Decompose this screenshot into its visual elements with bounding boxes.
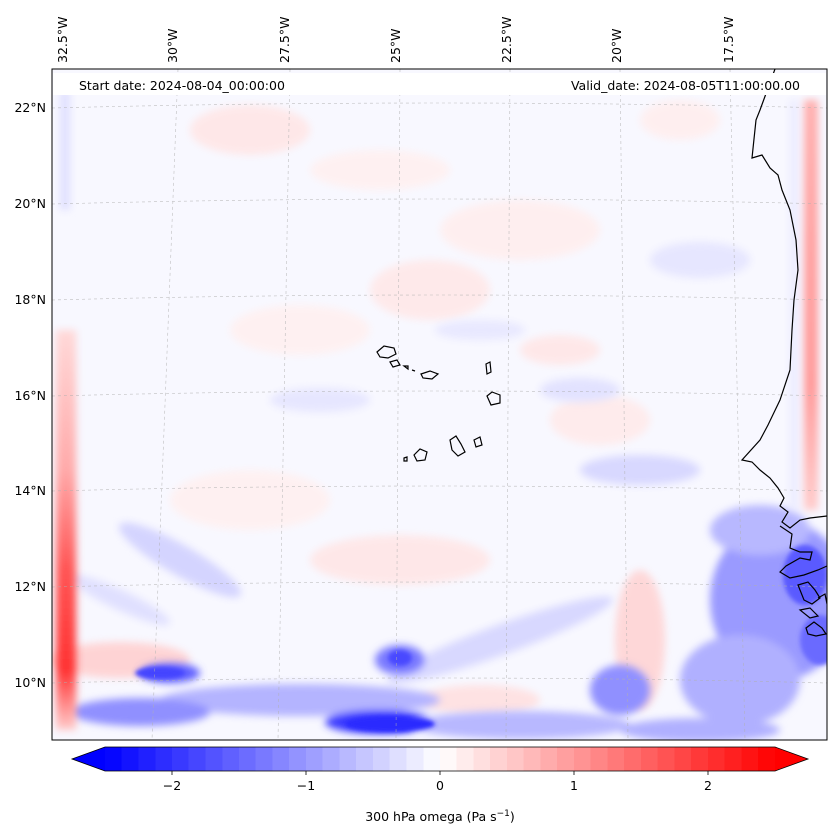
colorbar-tick-label: −2: [163, 778, 181, 793]
field-background: [52, 69, 827, 740]
colorbar-max-extension: [775, 747, 808, 771]
lat-label: 10°N: [14, 675, 46, 690]
colorbar-title-exponent: −1: [497, 809, 510, 819]
lon-label: 22.5°W: [499, 17, 514, 63]
valid-date-label: Valid_date: 2024-08-05T11:00:00.00: [571, 78, 800, 93]
lon-label: 32.5°W: [55, 17, 70, 63]
lon-label: 27.5°W: [277, 17, 292, 63]
lon-label: 25°W: [388, 28, 403, 63]
colorbar-tick-label: −1: [297, 778, 315, 793]
african-coastline: [740, 69, 827, 637]
colorbar-gradient: [105, 747, 775, 771]
start-date-label: Start date: 2024-08-04_00:00:00: [79, 78, 285, 93]
lon-label: 17.5°W: [721, 17, 736, 63]
colorbar-title: 300 hPa omega (Pa s−1): [365, 809, 515, 824]
lon-label: 20°W: [609, 28, 624, 63]
colorbar: −2 −1 0 1 2 300 hPa omega (Pa s−1): [70, 746, 810, 824]
lat-label: 22°N: [14, 100, 46, 115]
latitude-labels: 22°N 20°N 18°N 16°N 14°N 12°N 10°N: [14, 100, 46, 690]
colorbar-tick-label: 1: [570, 778, 578, 793]
header-bar: [53, 73, 826, 95]
lat-label: 16°N: [14, 388, 46, 403]
colorbar-title-main: 300 hPa omega (Pa s: [365, 809, 496, 824]
lat-label: 18°N: [14, 292, 46, 307]
longitude-labels: 32.5°W 30°W 27.5°W 25°W 22.5°W 20°W 17.5…: [55, 17, 736, 63]
colorbar-outline: [70, 746, 810, 772]
colorbar-min-extension: [72, 747, 105, 771]
colorbar-tick-label: 2: [704, 778, 712, 793]
lat-label: 14°N: [14, 483, 46, 498]
lat-label: 20°N: [14, 196, 46, 211]
cape-verde-islands: [376, 345, 501, 462]
lon-label: 30°W: [165, 28, 180, 63]
colorbar-title-end: ): [510, 809, 515, 824]
graticule: [52, 69, 827, 740]
omega-field: [52, 69, 827, 740]
map-frame: [51, 68, 828, 741]
colorbar-tick-label: 0: [436, 778, 444, 793]
lat-label: 12°N: [14, 579, 46, 594]
colorbar-ticks: [171, 771, 709, 775]
